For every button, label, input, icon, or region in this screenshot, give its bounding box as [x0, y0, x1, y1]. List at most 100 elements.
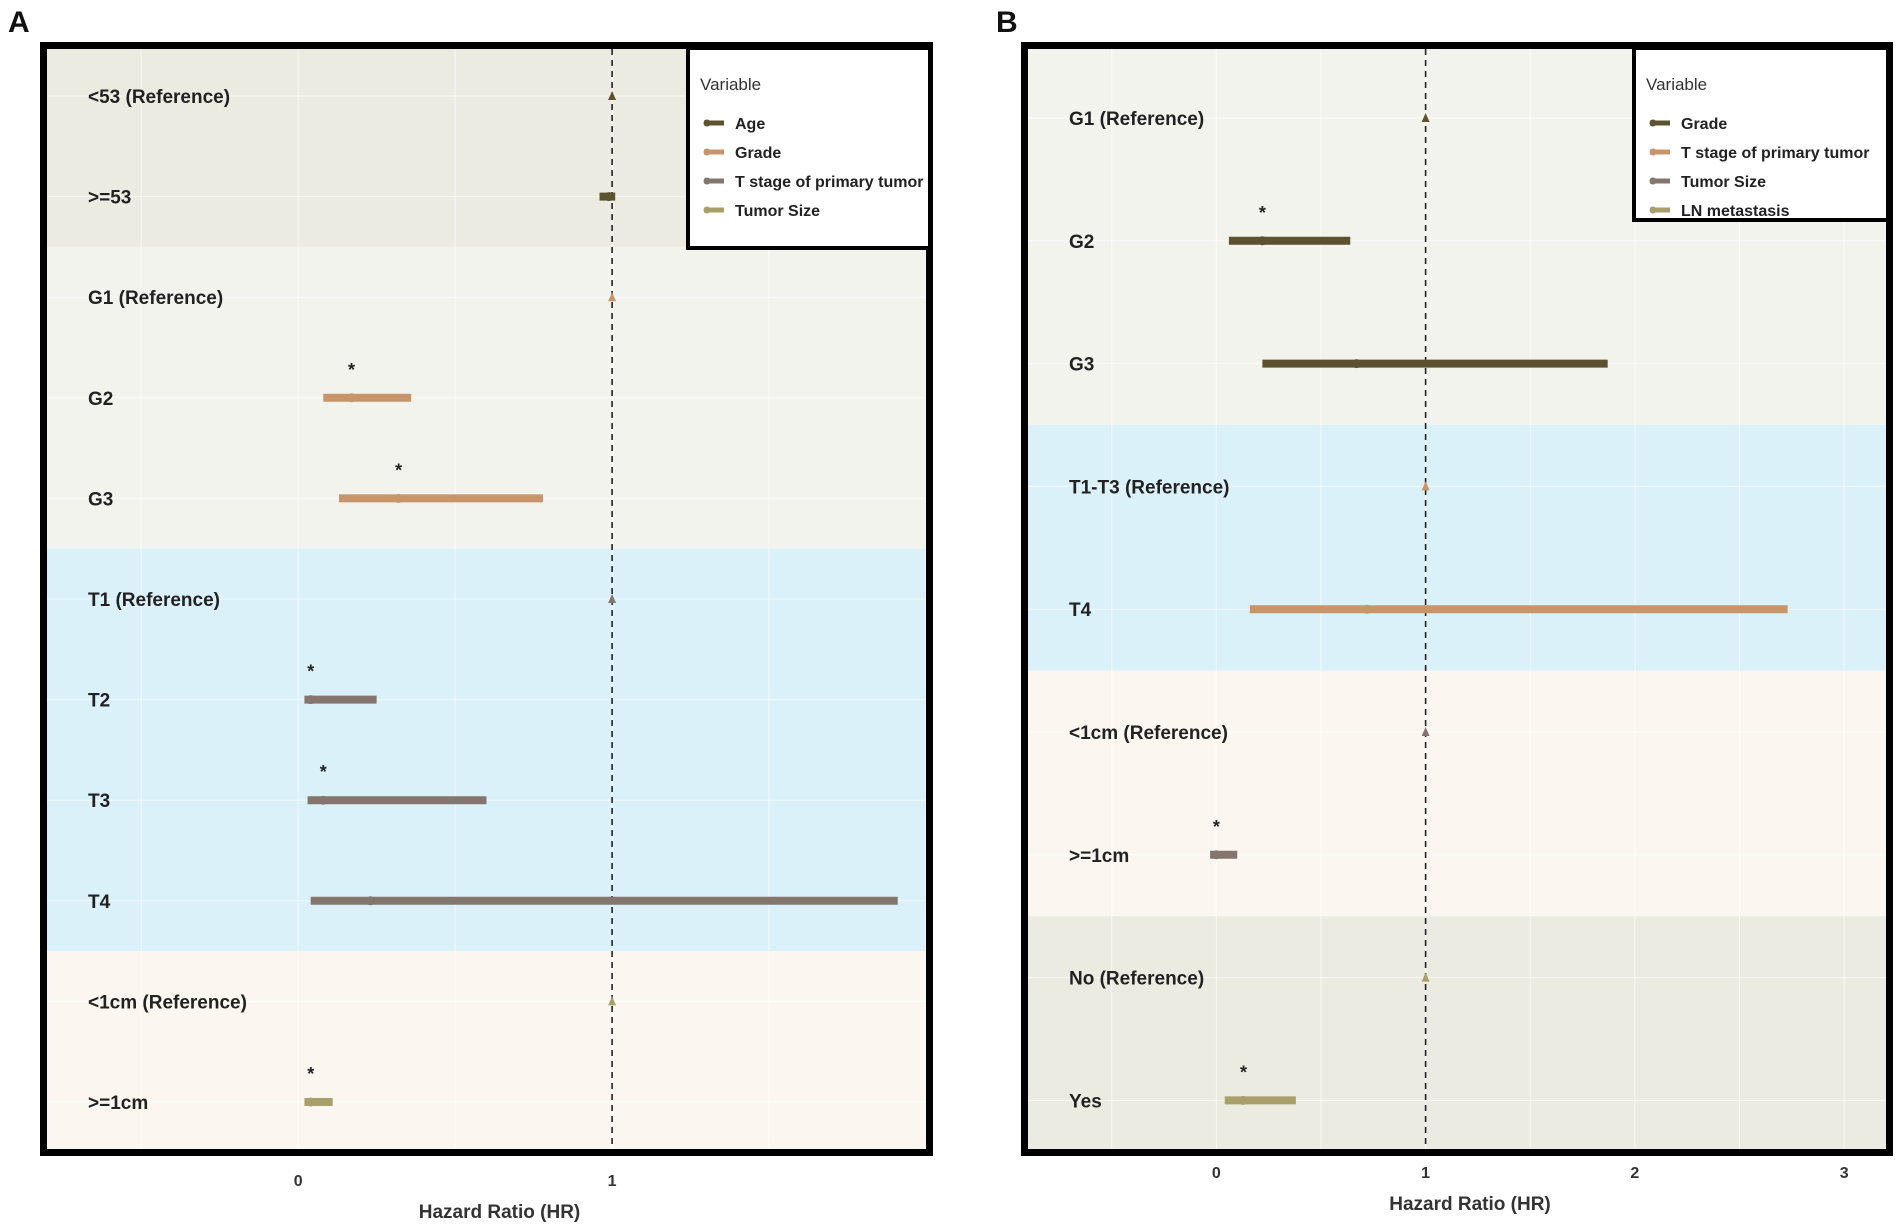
legend-label: Age — [735, 116, 765, 133]
row-label: G2 — [1069, 232, 1094, 253]
row-label: >=1cm — [88, 1093, 148, 1114]
forest-row: G2 * — [1069, 203, 1351, 253]
hr-point — [365, 896, 375, 906]
forest-row: <1cm (Reference) — [1069, 723, 1430, 744]
legend-label: T stage of primary tumor — [735, 174, 923, 191]
forest-row: >=1cm * — [88, 1064, 333, 1114]
x-axis: 0 1 2 3 Hazard Ratio (HR) — [1212, 1165, 1849, 1215]
legend-label: LN metastasis — [1681, 203, 1790, 220]
hr-point — [604, 192, 614, 202]
reference-marker — [1421, 481, 1430, 491]
x-axis: 0 1 Hazard Ratio (HR) — [294, 1173, 617, 1223]
plot-frame — [1021, 42, 1893, 1156]
row-label: T1-T3 (Reference) — [1069, 477, 1230, 498]
hr-point — [394, 493, 404, 503]
significance-marker: * — [1240, 1062, 1247, 1082]
panel-letter: A — [8, 6, 30, 39]
reference-marker — [1421, 727, 1430, 736]
forest-row: G2 * — [88, 360, 412, 410]
plot-frame — [40, 42, 933, 1156]
significance-marker: * — [320, 762, 327, 782]
row-label: T2 — [88, 691, 110, 712]
x-tick-label: 0 — [294, 1173, 303, 1190]
band-tumor-size — [47, 951, 926, 1149]
row-label: T4 — [1069, 600, 1092, 621]
forest-row: Yes * — [1069, 1062, 1296, 1112]
legend-key-point — [1649, 119, 1657, 127]
forest-row: G1 (Reference) — [88, 288, 617, 309]
gridlines — [1028, 49, 1886, 1149]
row-label: T3 — [88, 791, 110, 812]
forest-row: T1-T3 (Reference) — [1069, 477, 1430, 498]
panel-a: A <53 (Reference) >=53 G1 (Reference) G2 * G3 *… — [8, 6, 933, 1223]
legend-box — [1632, 46, 1890, 222]
legend-title: Variable — [1646, 75, 1707, 94]
forest-row: G1 (Reference) — [1069, 109, 1430, 130]
forest-row: T4 — [1069, 600, 1788, 621]
x-axis-title: Hazard Ratio (HR) — [1389, 1194, 1551, 1215]
x-tick-label: 0 — [1212, 1165, 1221, 1182]
band-t-stage-of-primary-tumor — [47, 548, 926, 952]
row-label: G3 — [1069, 355, 1094, 376]
row-label: G3 — [88, 489, 113, 510]
forest-row: T1 (Reference) — [88, 590, 617, 611]
legend-key-point — [703, 206, 711, 214]
band-t-stage-of-primary-tumor — [1028, 425, 1886, 671]
reference-marker — [608, 594, 617, 603]
legend: Variable Age Grade T stage of primary tumor… — [686, 46, 932, 250]
row-label: <53 (Reference) — [88, 87, 230, 108]
legend-label: Tumor Size — [1681, 174, 1766, 191]
forest-row: G3 * — [88, 460, 544, 510]
legend-item: LN metastasis — [1649, 203, 1790, 220]
row-label: T1 (Reference) — [88, 590, 220, 611]
x-tick-label: 1 — [1421, 1165, 1430, 1182]
panel-b: B G1 (Reference) G2 * G3 T1-T3 (Reference) T4 <… — [996, 6, 1893, 1215]
hr-point — [1211, 850, 1221, 860]
forest-row: >=53 — [88, 188, 616, 209]
hr-point — [306, 1097, 316, 1107]
forest-row: >=1cm * — [1069, 817, 1238, 867]
significance-marker: * — [1213, 817, 1220, 837]
x-tick-label: 1 — [608, 1173, 617, 1190]
significance-marker: * — [307, 662, 314, 682]
row-label: T4 — [88, 892, 111, 913]
band-tumor-size — [1028, 670, 1886, 917]
forest-row: T4 — [88, 892, 898, 913]
hr-point — [1257, 236, 1267, 246]
legend-item: T stage of primary tumor — [1649, 145, 1869, 162]
legend-label: Tumor Size — [735, 203, 820, 220]
reference-marker — [608, 91, 617, 100]
legend-box — [686, 46, 932, 250]
hr-point — [1239, 1095, 1249, 1105]
group-bands — [1028, 49, 1886, 1149]
forest-row: T2 * — [88, 662, 377, 712]
x-axis-title: Hazard Ratio (HR) — [419, 1202, 581, 1223]
significance-marker: * — [395, 460, 402, 480]
row-label: No (Reference) — [1069, 969, 1204, 990]
forest-row: No (Reference) — [1069, 969, 1430, 990]
hr-point — [318, 795, 328, 805]
reference-marker — [608, 292, 617, 302]
x-tick-label: 3 — [1840, 1165, 1849, 1182]
legend-key-point — [703, 119, 711, 127]
significance-marker: * — [1259, 203, 1266, 223]
forest-row: <53 (Reference) — [88, 87, 617, 108]
reference-marker — [1421, 972, 1430, 982]
forest-row: <1cm (Reference) — [88, 992, 617, 1013]
legend: Variable Grade T stage of primary tumor Tum… — [1632, 46, 1890, 222]
significance-marker: * — [307, 1064, 314, 1084]
legend-key-point — [1649, 148, 1657, 156]
row-label: >=1cm — [1069, 846, 1129, 867]
hr-point — [306, 695, 316, 705]
hr-point — [347, 393, 357, 403]
reference-marker — [608, 996, 617, 1006]
legend-key-point — [1649, 177, 1657, 185]
legend-item: Grade — [1649, 116, 1727, 133]
legend-key-point — [1649, 206, 1657, 214]
legend-item: Tumor Size — [703, 203, 820, 220]
row-label: Yes — [1069, 1091, 1102, 1112]
legend-label: Grade — [1681, 116, 1727, 133]
band-ln-metastasis — [1028, 916, 1886, 1149]
row-label: <1cm (Reference) — [88, 992, 247, 1013]
